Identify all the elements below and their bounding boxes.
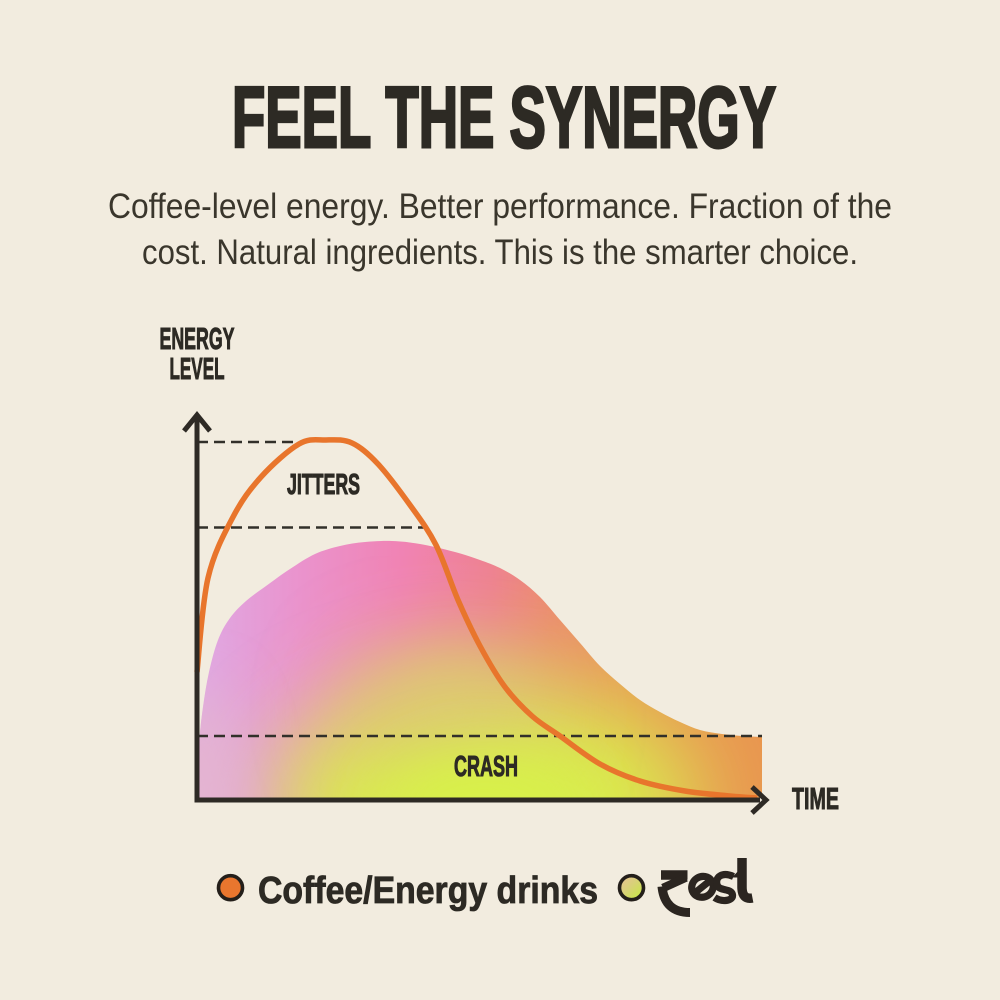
svg-text:LEVEL: LEVEL [170, 351, 225, 386]
svg-text:Coffee/Energy drinks: Coffee/Energy drinks [258, 870, 598, 912]
svg-text:ENERGY: ENERGY [160, 321, 235, 356]
svg-text:FEEL THE SYNERGY: FEEL THE SYNERGY [232, 70, 776, 166]
svg-text:Coffee-level energy. Better pe: Coffee-level energy. Better performance.… [108, 187, 892, 226]
svg-text:TIME: TIME [792, 781, 839, 816]
svg-text:cost. Natural ingredients. Thi: cost. Natural ingredients. This is the s… [142, 233, 858, 272]
svg-text:CRASH: CRASH [454, 751, 518, 783]
svg-text:JITTERS: JITTERS [287, 469, 360, 501]
